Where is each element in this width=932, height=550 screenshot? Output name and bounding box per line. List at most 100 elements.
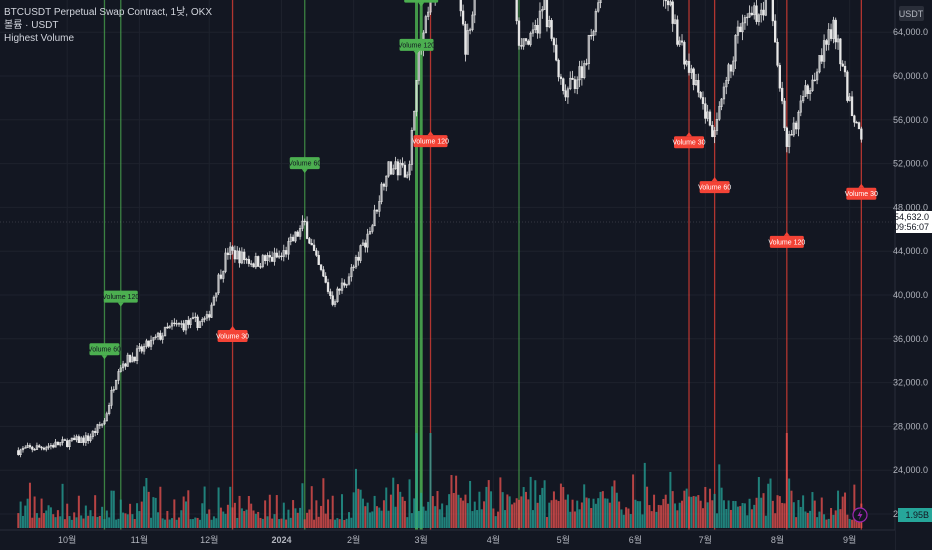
volume-bar <box>38 517 41 528</box>
candle-body <box>110 390 113 406</box>
candle-body <box>287 241 290 255</box>
volume-bar <box>599 491 602 528</box>
candle-body <box>175 323 178 325</box>
candle-body <box>408 164 411 176</box>
volume-bar <box>743 503 746 528</box>
volume-bar <box>317 516 320 528</box>
volume-bar <box>171 518 174 528</box>
price-axis-bg <box>895 0 932 550</box>
volume-bar <box>541 487 544 528</box>
candle-body <box>331 295 334 305</box>
candle-body <box>96 424 99 433</box>
candle-body <box>389 161 393 175</box>
volume-bar <box>324 513 327 528</box>
last-price-value: 54,632.0 <box>894 212 929 222</box>
candle-body <box>284 250 288 255</box>
volume-bar <box>245 509 248 528</box>
candle-body <box>305 221 309 239</box>
volume-bar <box>198 519 201 528</box>
volume-bar <box>669 471 672 528</box>
candle-body <box>711 124 714 137</box>
volume-bar <box>797 500 800 528</box>
legend-symbol[interactable]: BTCUSDT Perpetual Swap Contract, 1낮, OKX <box>4 7 212 18</box>
candle-body <box>729 64 733 72</box>
volume-bar <box>508 496 511 528</box>
volume-bar <box>140 501 143 528</box>
candle-body <box>147 340 150 347</box>
volume-bar <box>580 502 583 528</box>
volume-bar <box>24 505 27 528</box>
volume-bar <box>299 507 302 528</box>
candle-body <box>173 322 176 325</box>
candle-body <box>529 32 532 45</box>
volume-bar <box>476 510 479 528</box>
volume-bar <box>576 500 579 528</box>
price-tick-label: 40,000.0 <box>893 290 928 300</box>
candle-body <box>82 437 85 443</box>
signal-label-box <box>289 157 320 170</box>
candle-body <box>294 231 297 242</box>
volume-bar <box>485 486 488 528</box>
volume-bar <box>615 492 618 528</box>
candle-body <box>163 326 167 337</box>
volume-bar <box>42 513 45 528</box>
candle-body <box>860 128 863 140</box>
volume-bar <box>382 500 385 528</box>
candle-body <box>243 251 246 261</box>
volume-bar <box>590 508 593 528</box>
volume-bar <box>329 519 332 528</box>
candle-body <box>846 71 849 101</box>
time-tick-label: 9월 <box>843 534 856 545</box>
volume-bar <box>94 495 97 528</box>
volume-bar <box>417 510 420 528</box>
volume-bar <box>855 518 858 528</box>
time-axis[interactable]: 10월 11월 12월 2024 2월 3월 4월 5월 6월 7월 8월 9월 <box>0 529 895 550</box>
candle-body <box>52 445 55 448</box>
candle-body <box>236 250 239 260</box>
volume-bar <box>543 480 546 528</box>
volume-bar <box>280 518 283 528</box>
signal-label: Volume 60 <box>288 157 321 174</box>
price-axis[interactable]: USDT76,000.072,000.068,000.064,000.060,0… <box>852 0 932 550</box>
legend-indicator[interactable]: Highest Volume <box>4 33 75 44</box>
legend-volume[interactable]: 볼륨 · USDT <box>4 20 59 31</box>
candle-body <box>191 317 195 320</box>
volume-bar <box>415 433 418 528</box>
candle-body <box>319 264 323 270</box>
time-axis-bg <box>0 530 895 550</box>
candle-body <box>301 220 304 229</box>
candle-body <box>312 244 316 251</box>
time-tick-label: 4월 <box>487 534 500 545</box>
candle-body <box>555 44 558 61</box>
volume-bar <box>164 519 167 528</box>
candle-body <box>732 60 735 72</box>
volume-bar <box>818 511 821 528</box>
candle-body <box>105 413 108 422</box>
volume-bar <box>47 505 50 528</box>
volume-bar <box>359 489 362 528</box>
volume-bar <box>236 517 239 528</box>
volume-bar <box>224 513 227 528</box>
signal-label: Volume 120 <box>102 290 139 307</box>
volume-bar <box>201 503 204 528</box>
volume-bar <box>166 510 169 528</box>
volume-bar <box>28 482 31 528</box>
candle-body <box>138 346 141 349</box>
candle-body <box>63 439 67 441</box>
candle-body <box>87 435 90 441</box>
candle-body <box>673 19 677 24</box>
candle-body <box>40 446 43 449</box>
volume-bar <box>310 486 313 528</box>
volume-bar <box>352 492 355 528</box>
volume-bar <box>448 494 451 528</box>
candle-body <box>317 255 320 265</box>
candle-body <box>522 38 525 47</box>
candle-body <box>24 447 27 449</box>
volume-bar <box>501 492 504 528</box>
candle-body <box>559 76 563 79</box>
volume-bar <box>550 500 553 528</box>
candle-body <box>468 29 472 31</box>
candle-body <box>813 79 816 82</box>
volume-bar <box>813 500 816 528</box>
